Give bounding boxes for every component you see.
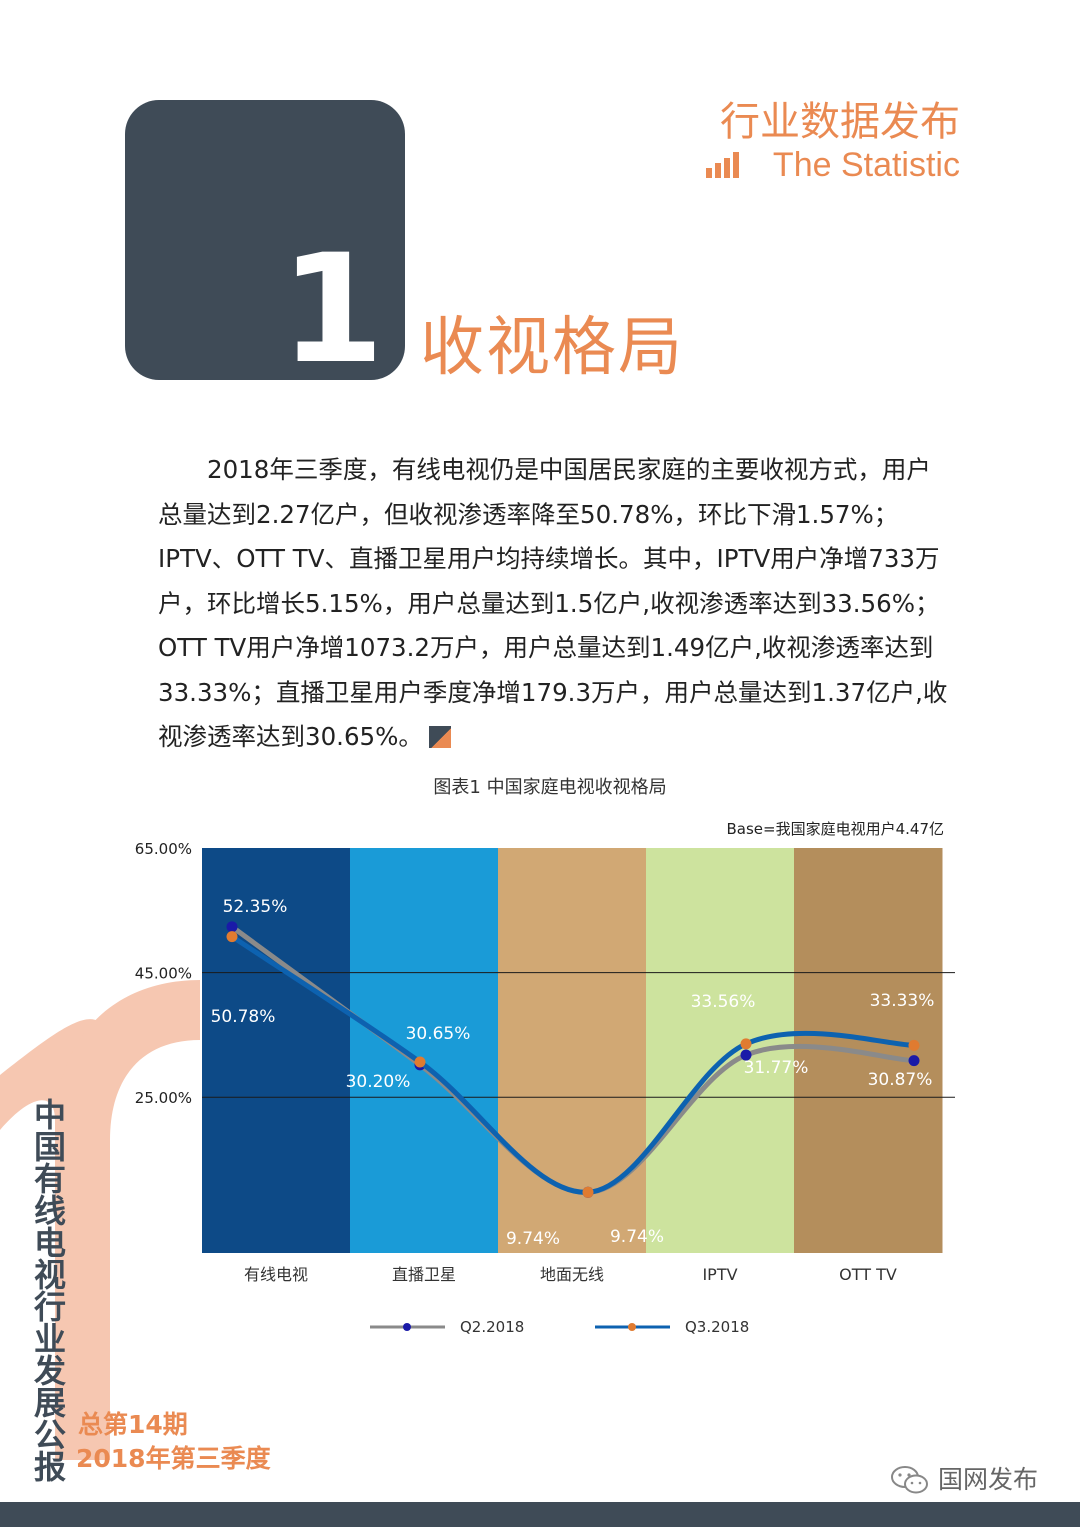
body-paragraph-text: 2018年三季度，有线电视仍是中国居民家庭的主要收视方式，用户总量达到2.27亿… bbox=[158, 455, 948, 751]
bar-chart-icon bbox=[706, 152, 739, 178]
y-tick-label: 65.00% bbox=[135, 840, 192, 858]
header-title-cn: 行业数据发布 bbox=[720, 99, 960, 145]
x-tick-label: 地面无线 bbox=[540, 1265, 604, 1284]
legend-marker bbox=[403, 1323, 411, 1331]
data-point bbox=[226, 921, 238, 933]
report-vertical-title: 中国有线电视行业发展公报 bbox=[29, 1098, 67, 1482]
data-label: 33.56% bbox=[691, 992, 756, 1012]
data-point bbox=[908, 1039, 920, 1051]
chart-base-note: Base=我国家庭电视用户4.47亿 bbox=[726, 820, 945, 838]
x-tick-label: OTT TV bbox=[839, 1265, 897, 1284]
x-tick-label: 有线电视 bbox=[244, 1265, 308, 1284]
issue-number: 总第14期 bbox=[78, 1410, 188, 1439]
data-label: 33.33% bbox=[870, 991, 935, 1011]
x-tick-label: 直播卫星 bbox=[392, 1265, 456, 1284]
data-label: 50.78% bbox=[211, 1007, 276, 1027]
header-title-en: The Statistic bbox=[772, 146, 960, 184]
data-point bbox=[582, 1186, 594, 1198]
y-tick-label: 25.00% bbox=[135, 1089, 192, 1107]
x-tick-label: IPTV bbox=[702, 1265, 737, 1284]
section-number-box bbox=[125, 100, 405, 380]
legend-label: Q2.2018 bbox=[460, 1318, 524, 1336]
data-point bbox=[414, 1056, 426, 1068]
data-label: 31.77% bbox=[744, 1058, 809, 1078]
wechat-icon bbox=[891, 1466, 928, 1494]
data-point bbox=[740, 1049, 752, 1061]
legend-marker bbox=[628, 1323, 636, 1331]
section-number: 1 bbox=[280, 223, 385, 397]
end-mark-icon bbox=[428, 726, 451, 748]
data-label: 30.65% bbox=[406, 1024, 471, 1044]
footer-bar bbox=[0, 1502, 1080, 1527]
chart-title: 图表1 中国家庭电视收视格局 bbox=[433, 777, 667, 798]
legend-label: Q3.2018 bbox=[685, 1318, 749, 1336]
body-paragraph: 2018年三季度，有线电视仍是中国居民家庭的主要收视方式，用户总量达到2.27亿… bbox=[158, 448, 948, 760]
data-point bbox=[740, 1038, 752, 1050]
category-band bbox=[498, 848, 647, 1253]
data-label: 30.87% bbox=[868, 1070, 933, 1090]
category-band bbox=[794, 848, 943, 1253]
data-point bbox=[226, 931, 238, 943]
data-label: 9.74% bbox=[610, 1227, 664, 1247]
data-label: 52.35% bbox=[223, 897, 288, 917]
category-band bbox=[202, 848, 351, 1253]
y-tick-label: 45.00% bbox=[135, 965, 192, 983]
data-label: 30.20% bbox=[346, 1072, 411, 1092]
data-label: 9.74% bbox=[506, 1229, 560, 1249]
category-band bbox=[350, 848, 499, 1253]
report-period: 2018年第三季度 bbox=[76, 1444, 271, 1473]
section-title: 收视格局 bbox=[420, 311, 684, 385]
data-point bbox=[908, 1055, 920, 1067]
wechat-account-name: 国网发布 bbox=[938, 1465, 1039, 1494]
